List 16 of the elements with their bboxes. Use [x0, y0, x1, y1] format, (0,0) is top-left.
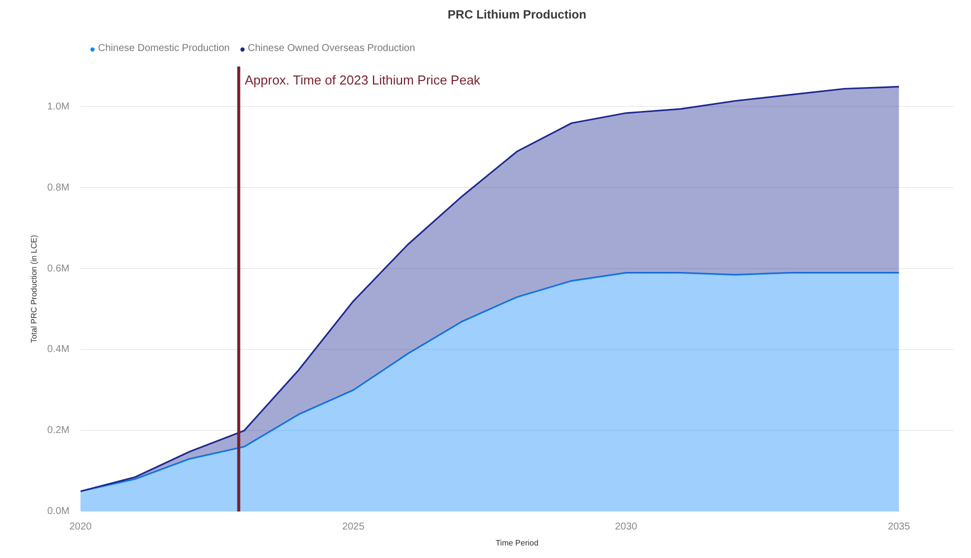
y-tick-label: 0.6M [47, 263, 70, 274]
ref-line-label: Approx. Time of 2023 Lithium Price Peak [244, 72, 481, 88]
x-tick-label: 2030 [615, 522, 638, 532]
y-tick-label: 1.0M [47, 101, 70, 112]
x-tick-label: 2025 [342, 522, 365, 532]
y-tick-label: 0.8M [47, 182, 70, 194]
x-tick-label: 2020 [69, 522, 92, 532]
y-tick-label: 0.0M [47, 506, 70, 517]
x-axis-title: Time Period [496, 538, 538, 548]
legend-label: Chinese Domestic Production [98, 43, 230, 54]
chart-title: PRC Lithium Production [448, 8, 586, 22]
y-axis-title: Total PRC Production (in LCE) [29, 234, 38, 344]
y-tick-label: 0.2M [47, 425, 70, 436]
legend-label: Chinese Owned Overseas Production [248, 43, 416, 54]
x-tick-label: 2035 [888, 522, 910, 532]
y-tick-label: 0.4M [47, 344, 70, 356]
